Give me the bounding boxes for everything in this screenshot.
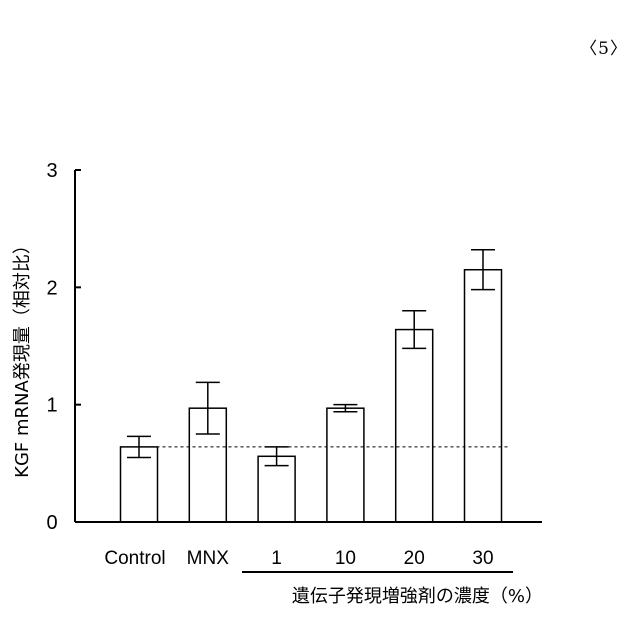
y-axis-title: KGF mRNA発現量（相対比）: [12, 236, 33, 478]
x-category-label-control: Control: [104, 548, 165, 569]
bars-layer: [121, 270, 502, 522]
x-category-label-30: 30: [472, 548, 493, 569]
y-tick-label-1: 1: [46, 395, 57, 417]
y-tick-label-2: 2: [46, 277, 57, 299]
x-category-labels: Control MNX 1 10 20 30: [104, 548, 493, 569]
y-tick-label-3: 3: [46, 160, 57, 182]
bar-10: [327, 408, 364, 522]
y-tick-label-0: 0: [46, 512, 57, 534]
error-bars-layer: [127, 250, 495, 466]
x-category-label-20: 20: [404, 548, 425, 569]
x-category-label-10: 10: [335, 548, 356, 569]
x-category-label-mnx: MNX: [187, 548, 230, 569]
x-axis-title: 遺伝子発現増強剤の濃度（%）: [292, 586, 543, 607]
x-category-label-1: 1: [271, 548, 282, 569]
bar-30: [465, 270, 502, 522]
bar-20: [396, 330, 433, 522]
